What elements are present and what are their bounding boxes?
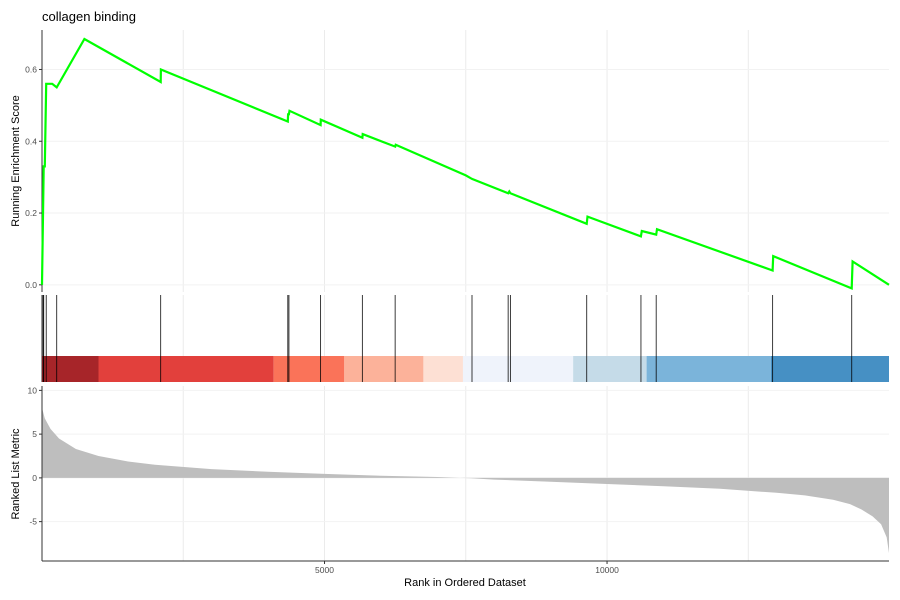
x-tick-label: 5000 [315,565,334,575]
rank-color-band [423,356,463,382]
rank-color-band [770,356,889,382]
gene-hit-ticks [42,295,853,382]
es-y-tick-label: 0.0 [25,280,37,290]
metric-y-tick-label: 10 [28,385,38,395]
rank-color-band [273,356,345,382]
rank-color-band [98,356,274,382]
metric-y-ticks: -5 0 5 10 [28,385,42,527]
hits-panel [41,295,889,382]
es-panel: 0.0 0.2 0.4 0.6 Running Enrichment Score [10,30,890,292]
es-y-label: Running Enrichment Score [10,95,22,226]
es-y-ticks: 0.0 0.2 0.4 0.6 [25,64,42,290]
es-y-tick-label: 0.6 [25,64,37,74]
rank-color-bar [42,356,889,382]
rank-color-band [573,356,647,382]
es-y-tick-label: 0.4 [25,136,37,146]
chart-title: collagen binding [42,9,136,24]
rank-color-band [344,356,424,382]
rank-color-band [462,356,574,382]
es-gridlines [42,30,889,292]
metric-y-tick-label: -5 [29,517,37,527]
es-y-tick-label: 0.2 [25,208,37,218]
metric-y-label: Ranked List Metric [10,428,22,520]
x-ticks: 5000 10000 [315,561,619,575]
metric-y-tick-label: 0 [32,473,37,483]
es-line [40,37,890,291]
metric-y-tick-label: 5 [32,429,37,439]
rank-color-band [646,356,771,382]
x-axis-label: Rank in Ordered Dataset [404,577,526,589]
rank-color-band [42,356,99,382]
x-tick-label: 10000 [595,565,619,575]
metric-panel: -5 0 5 10 5000 10000 Ranked List Metric Rank… [10,385,889,589]
metric-area [42,407,889,554]
